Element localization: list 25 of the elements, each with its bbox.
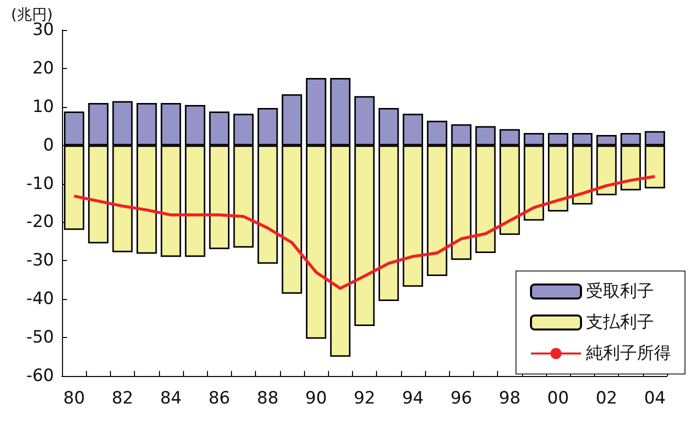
y-tick-label: 0 xyxy=(43,135,54,156)
x-tick-label: 84 xyxy=(160,388,182,408)
x-tick-label: 86 xyxy=(208,388,230,408)
legend-label: 純利子所得 xyxy=(586,344,671,364)
y-tick-label: 10 xyxy=(32,96,54,117)
x-tick-label: 82 xyxy=(112,388,134,408)
x-tick-label: 00 xyxy=(547,388,569,408)
x-tick-label: 02 xyxy=(596,388,618,408)
y-tick-label: -30 xyxy=(26,250,54,271)
x-tick-label: 98 xyxy=(498,388,521,408)
y-tick-label: -40 xyxy=(26,289,54,310)
x-tick-label: 94 xyxy=(402,388,424,408)
x-tick-label: 92 xyxy=(354,388,376,408)
x-tick-label: 88 xyxy=(256,388,279,408)
y-tick-label: 20 xyxy=(32,58,54,78)
x-tick-label: 04 xyxy=(644,388,666,408)
x-tick-label: 96 xyxy=(450,388,472,408)
x-tick-label: 80 xyxy=(63,388,85,408)
y-tick-label: -50 xyxy=(26,328,54,348)
x-tick-label: 90 xyxy=(305,388,327,408)
y-tick-label: -20 xyxy=(26,212,54,232)
y-tick-label: -60 xyxy=(26,366,54,386)
legend-label: 支払利子 xyxy=(586,312,654,332)
legend-label: 受取利子 xyxy=(586,282,654,302)
y-tick-label: -10 xyxy=(26,174,54,194)
